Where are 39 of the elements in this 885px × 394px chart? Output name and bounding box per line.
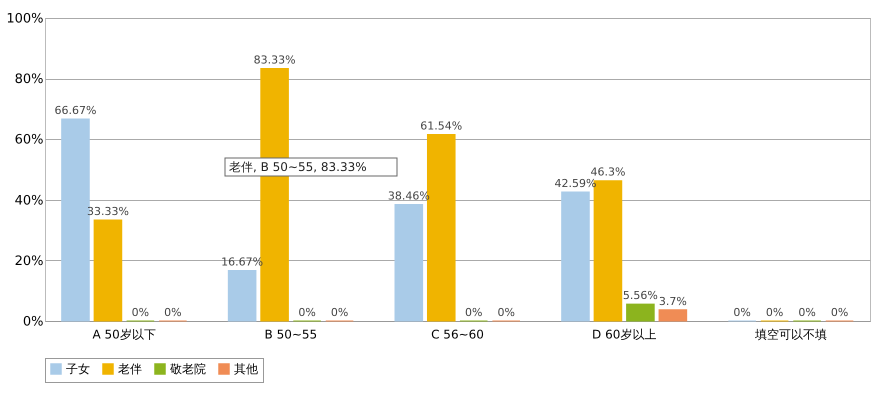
bar <box>658 309 688 322</box>
data-label: 33.33% <box>86 205 129 218</box>
y-tick-label: 20% <box>14 254 44 269</box>
data-label: 0% <box>766 306 784 319</box>
x-tick-label: C 56~60 <box>431 328 484 342</box>
y-tick-label: 40% <box>14 193 44 208</box>
data-label: 0% <box>298 306 316 319</box>
bar <box>228 270 256 322</box>
bar <box>561 191 590 322</box>
legend-label: 其他 <box>234 362 258 376</box>
data-label: 0% <box>830 306 848 319</box>
bar <box>94 220 122 322</box>
x-tick-label: A 50岁以下 <box>92 328 156 342</box>
data-label: 0% <box>733 306 751 319</box>
data-label: 0% <box>497 306 515 319</box>
annotation: 老伴, B 50~55, 83.33% <box>229 160 367 174</box>
data-label: 66.67% <box>54 104 96 117</box>
data-label: 0% <box>164 306 182 319</box>
bar <box>394 204 424 322</box>
x-tick-label: D 60岁以上 <box>592 328 656 342</box>
y-tick-label: 80% <box>14 72 44 88</box>
bar <box>626 304 655 322</box>
legend-label: 老伴 <box>118 362 142 376</box>
data-label: 0% <box>798 306 816 319</box>
legend-label: 子女 <box>66 362 90 376</box>
x-tick-label: 填空可以不填 <box>754 328 827 342</box>
y-tick-label: 100% <box>6 12 44 26</box>
y-tick-label: 0% <box>22 314 44 330</box>
data-label: 0% <box>465 306 482 319</box>
data-label: 61.54% <box>420 120 462 133</box>
data-label: 0% <box>330 306 348 319</box>
legend-label: 敬老院 <box>170 362 206 376</box>
data-label: 0% <box>132 306 150 319</box>
data-label: 46.3% <box>590 166 626 179</box>
data-label: 83.33% <box>254 54 296 67</box>
y-tick-label: 60% <box>14 132 44 148</box>
x-tick-label: B 50~55 <box>264 328 318 342</box>
data-label: 3.7% <box>658 294 687 308</box>
data-label: 5.56% <box>622 289 658 302</box>
